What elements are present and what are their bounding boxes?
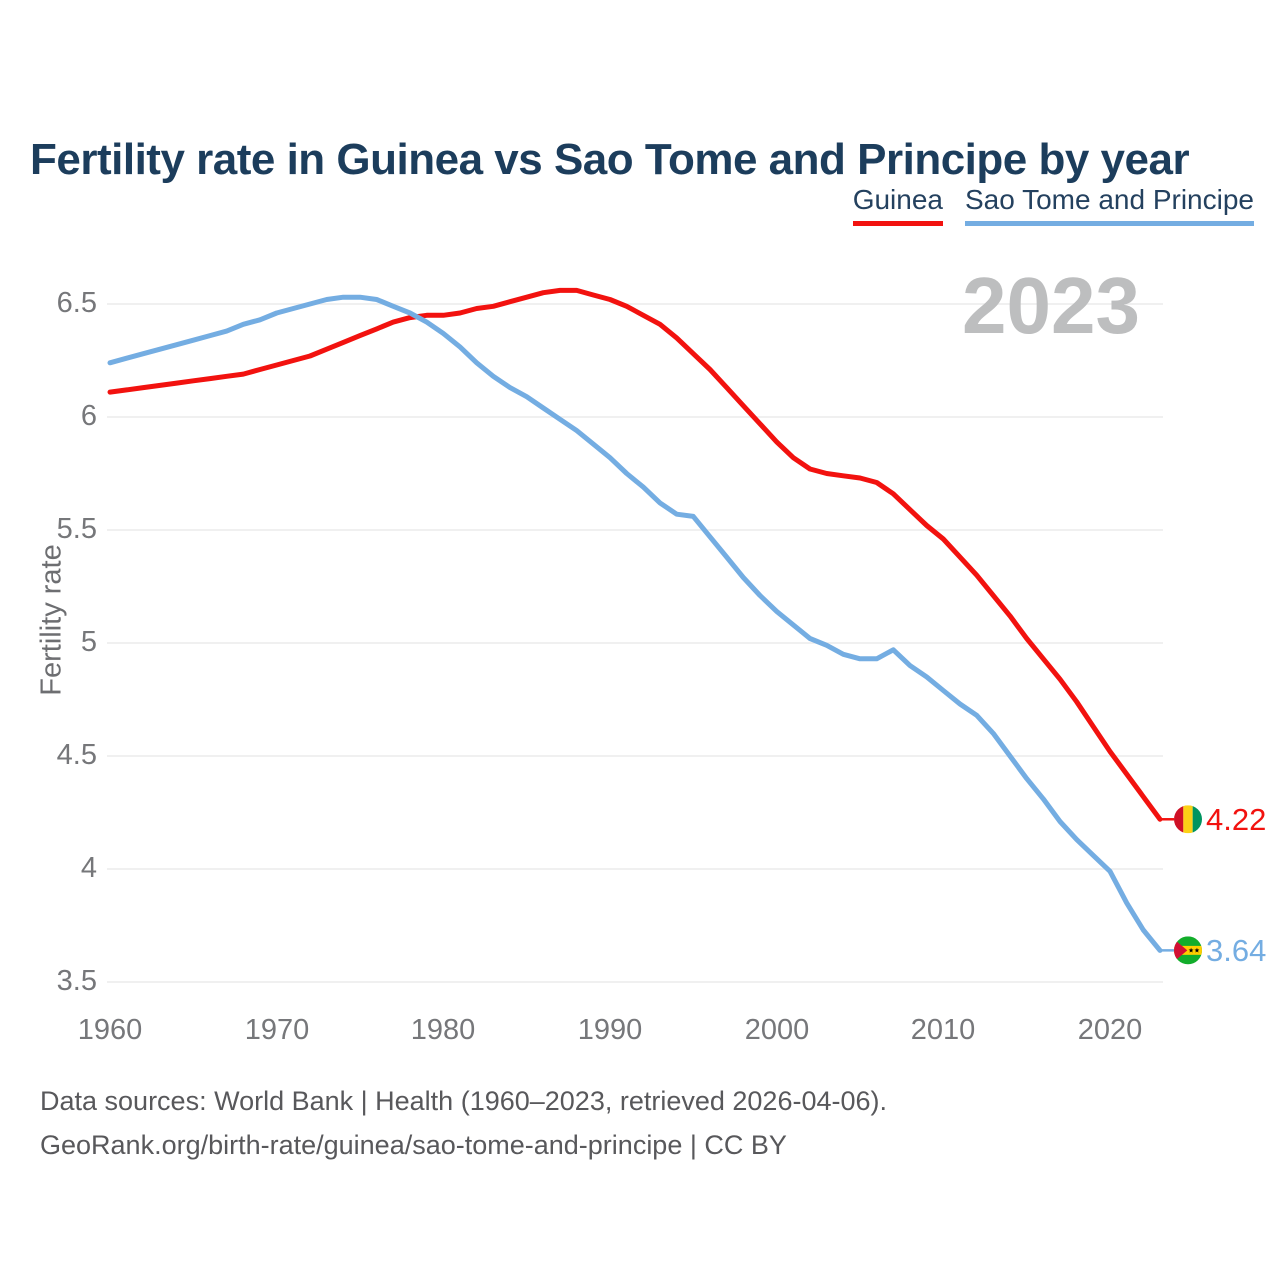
x-tick-label: 1980: [410, 1014, 476, 1046]
page-title: Fertility rate in Guinea vs Sao Tome and…: [30, 135, 1190, 185]
x-tick-label: 2010: [910, 1014, 976, 1046]
sao-tome-flag-icon: [1174, 936, 1202, 965]
y-tick-label: 4: [80, 852, 97, 884]
x-tick-label: 1990: [577, 1014, 643, 1046]
y-tick-label: 6.5: [56, 287, 97, 319]
legend: Guinea Sao Tome and Principe: [852, 184, 1254, 226]
source-url[interactable]: GeoRank.org/birth-rate/guinea/sao-tome-a…: [40, 1130, 787, 1160]
y-tick-label: 3.5: [56, 965, 97, 997]
x-tick-label: 1960: [77, 1014, 143, 1046]
guinea-end-value: 4.22: [1206, 802, 1267, 837]
guinea-flag-icon: [1174, 805, 1202, 834]
x-tick-label: 2020: [1077, 1014, 1143, 1046]
y-axis-title: Fertility rate: [35, 544, 68, 696]
legend-item-guinea[interactable]: Guinea: [852, 184, 943, 226]
year-watermark: 2023: [962, 261, 1140, 350]
sao-tome-line: [107, 294, 1163, 953]
x-tick-label: 2000: [744, 1014, 810, 1046]
legend-item-sao-tome[interactable]: Sao Tome and Principe: [965, 184, 1254, 226]
y-tick-label: 6: [80, 400, 97, 432]
guinea-line: [107, 287, 1163, 822]
y-tick-label: 4.5: [56, 739, 97, 771]
x-tick-label: 1970: [244, 1014, 310, 1046]
y-tick-label: 5.5: [56, 513, 97, 545]
y-tick-label: 5: [80, 626, 97, 658]
sao-tome-end-value: 3.64: [1206, 933, 1267, 968]
data-sources-note: Data sources: World Bank | Health (1960–…: [40, 1086, 887, 1116]
